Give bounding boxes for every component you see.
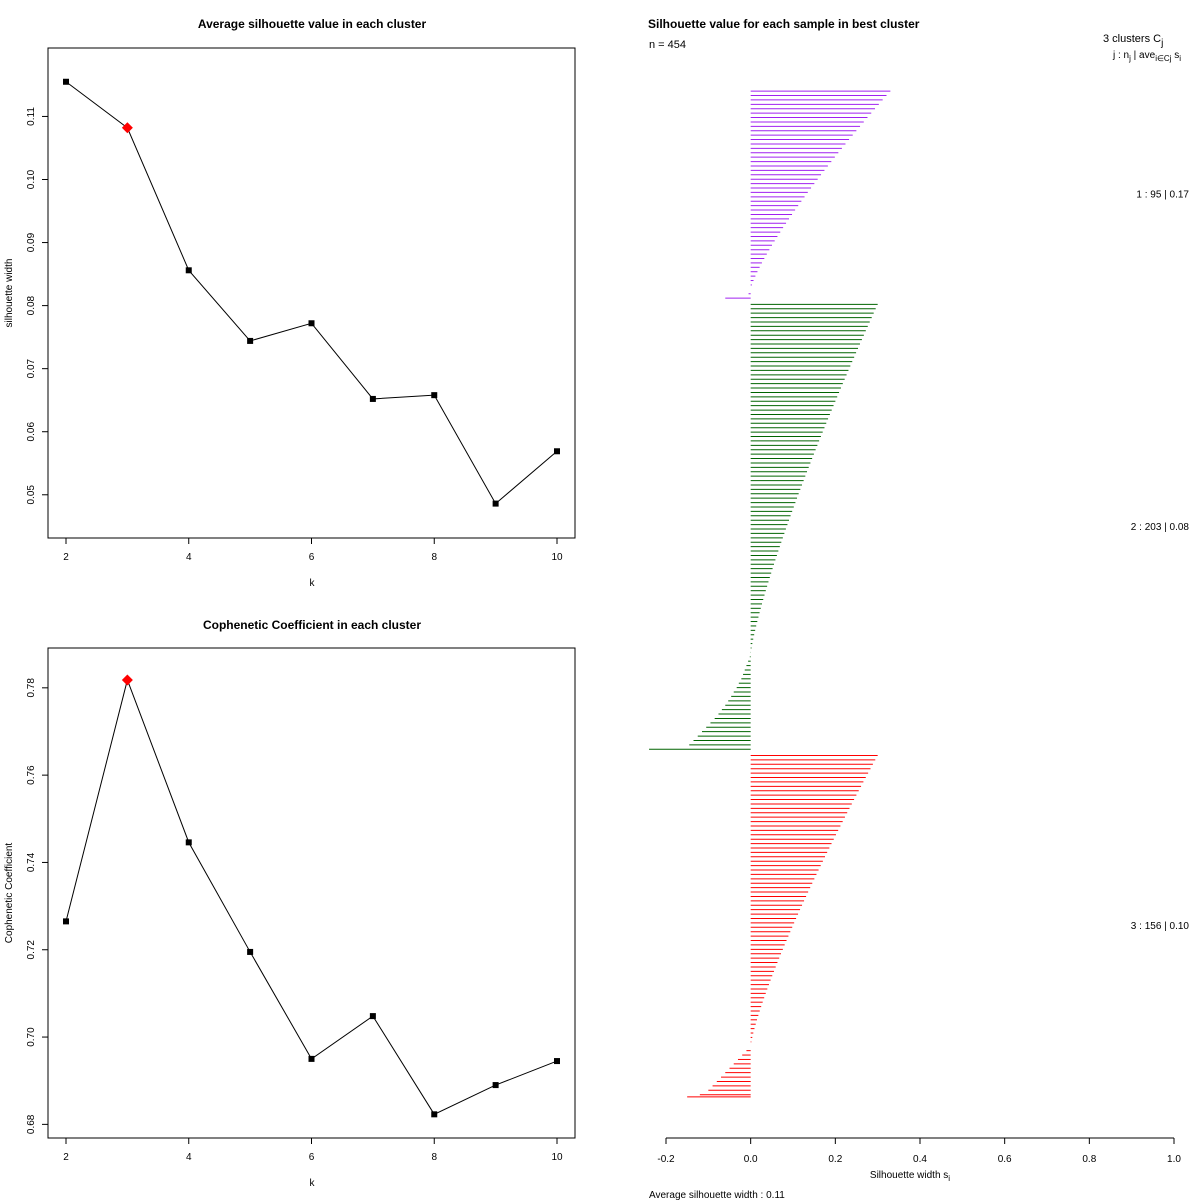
- y-axis-label: Cophenetic Coefficient: [4, 843, 15, 944]
- plot-frame: [47, 647, 576, 1139]
- x-tick-label: 10: [551, 552, 563, 563]
- y-tick-label: 0.72: [26, 940, 37, 960]
- x-axis-label-text: Silhouette width s: [870, 1170, 948, 1181]
- data-point: [369, 1013, 376, 1020]
- x-tick-label: 8: [431, 552, 437, 563]
- x-tick-label: 0.8: [1082, 1154, 1096, 1165]
- legend-header-text: 3 clusters C: [1103, 33, 1161, 45]
- legend-subheader: j : nj | avei∈Cj si: [1112, 50, 1181, 63]
- x-tick-label: 0.6: [998, 1154, 1012, 1165]
- x-tick-label: 2: [63, 1152, 69, 1163]
- legend-subheader-text: j : n: [1112, 50, 1129, 61]
- x-tick-label: 2: [63, 552, 69, 563]
- data-series: [63, 78, 560, 507]
- y-tick-label: 0.05: [26, 485, 37, 505]
- silhouette-line-chart: Average silhouette value in each cluster…: [4, 17, 576, 589]
- highlight-point: [121, 122, 133, 134]
- cluster-labels: 1 : 95 | 0.17 2 : 203 | 0.08 3 : 156 | 0.1…: [1131, 190, 1190, 933]
- x-tick-label: 6: [309, 552, 315, 563]
- x-axis: 2 4 6 8 10: [63, 1137, 563, 1163]
- y-axis: 0.68 0.70 0.72 0.74 0.76 0.78: [26, 678, 49, 1134]
- y-tick-label: 0.09: [26, 232, 37, 252]
- sample-count: n = 454: [649, 39, 686, 51]
- x-tick-label: 10: [551, 1152, 563, 1163]
- data-point: [554, 448, 560, 455]
- data-point: [308, 1055, 315, 1062]
- legend-header: 3 clusters Cj: [1103, 33, 1163, 49]
- data-point: [431, 1111, 438, 1118]
- x-tick-label: 4: [186, 1152, 192, 1163]
- y-tick-label: 0.11: [26, 107, 37, 126]
- data-point: [247, 948, 254, 955]
- legend-subheader-end: s: [1172, 50, 1180, 61]
- data-point: [492, 500, 499, 507]
- data-series: [63, 674, 560, 1118]
- y-tick-label: 0.70: [26, 1027, 37, 1047]
- x-tick-label: 1.0: [1167, 1154, 1181, 1165]
- y-tick-label: 0.07: [26, 358, 37, 378]
- x-axis-label: k: [310, 578, 316, 589]
- data-point: [554, 1058, 560, 1065]
- cophenetic-line-chart: Cophenetic Coefficient in each cluster k…: [4, 618, 576, 1189]
- y-tick-label: 0.68: [26, 1114, 37, 1134]
- data-point: [247, 337, 254, 344]
- y-axis-label: silhouette width: [4, 259, 15, 328]
- x-tick-label: 0.4: [913, 1154, 927, 1165]
- legend-subheader-sub: j: [1128, 54, 1131, 63]
- x-axis-label: Silhouette width si: [870, 1170, 950, 1183]
- data-point: [369, 395, 376, 402]
- data-point: [185, 267, 192, 274]
- legend-subheader-end-sub: i: [1179, 54, 1181, 63]
- average-silhouette-footer: Average silhouette width : 0.11: [649, 1190, 785, 1200]
- silhouette-bar-chart: Silhouette value for each sample in best…: [648, 17, 1189, 1200]
- chart-title: Average silhouette value in each cluster: [198, 17, 427, 31]
- data-point: [492, 1082, 499, 1089]
- x-tick-label: 4: [186, 552, 192, 563]
- x-axis: 2 4 6 8 10: [63, 537, 563, 563]
- x-axis-label: k: [310, 1178, 316, 1189]
- x-tick-label: 0.2: [828, 1154, 842, 1165]
- y-tick-label: 0.06: [26, 422, 37, 442]
- x-tick-label: 8: [431, 1152, 437, 1163]
- legend-subheader-tail-sub: i∈Cj: [1155, 54, 1172, 63]
- data-point: [63, 918, 69, 925]
- data-point: [185, 839, 192, 846]
- plot-frame: [47, 47, 576, 539]
- data-point: [308, 320, 315, 327]
- legend-subheader-tail: | ave: [1131, 50, 1156, 61]
- x-tick-label: 0.0: [744, 1154, 758, 1165]
- x-tick-label: -0.2: [657, 1154, 675, 1165]
- cluster-label: 2 : 203 | 0.08: [1131, 522, 1190, 533]
- y-tick-label: 0.10: [26, 169, 37, 189]
- y-axis: 0.05 0.06 0.07 0.08 0.09 0.10 0.11: [26, 107, 49, 505]
- y-tick-label: 0.76: [26, 765, 37, 785]
- cluster-label: 3 : 156 | 0.10: [1131, 921, 1190, 932]
- x-axis: -0.2 0.0 0.2 0.4 0.6 0.8 1.0: [657, 1138, 1181, 1165]
- y-tick-label: 0.74: [26, 852, 37, 872]
- data-point: [431, 392, 438, 399]
- x-axis-label-sub: i: [948, 1174, 950, 1183]
- y-tick-label: 0.78: [26, 678, 37, 698]
- chart-title: Cophenetic Coefficient in each cluster: [203, 618, 421, 632]
- y-tick-label: 0.08: [26, 295, 37, 315]
- chart-title: Silhouette value for each sample in best…: [648, 17, 920, 31]
- bars-group: [649, 90, 891, 1098]
- x-tick-label: 6: [309, 1152, 315, 1163]
- cluster-label: 1 : 95 | 0.17: [1136, 190, 1189, 201]
- legend-header-sub: j: [1160, 38, 1163, 49]
- series-line: [65, 678, 558, 1115]
- highlight-point: [121, 674, 133, 686]
- series-line: [65, 81, 558, 505]
- data-point: [63, 78, 69, 85]
